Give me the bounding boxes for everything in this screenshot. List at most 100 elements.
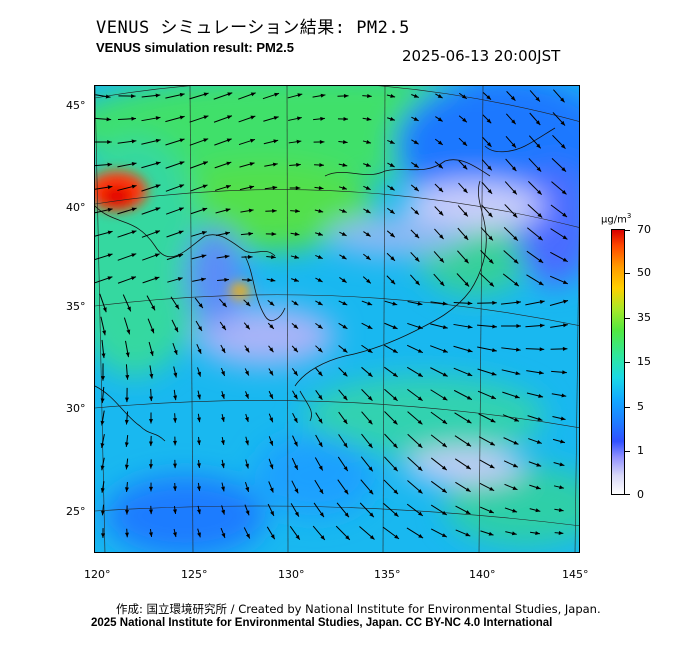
- wind-arrow-head: [124, 532, 129, 538]
- wind-arrow-head: [487, 189, 493, 194]
- wind-arrow-head: [317, 301, 323, 306]
- wind-arrow-head: [150, 328, 155, 334]
- wind-arrow-head: [295, 534, 300, 540]
- wind-arrow-head: [491, 395, 496, 399]
- wind-arrow-head: [365, 209, 371, 214]
- wind-arrow-head: [102, 330, 107, 336]
- wind-arrow-head: [173, 418, 178, 423]
- wind-arrow-head: [367, 324, 373, 329]
- wind-arrow-head: [367, 395, 373, 401]
- credit-line: 作成: 国立環境研究所 / Created by National Instit…: [116, 602, 601, 616]
- wind-arrow-head: [274, 92, 280, 97]
- wind-arrow-head: [342, 348, 348, 353]
- wind-arrow-head: [413, 140, 419, 145]
- wind-arrow-head: [537, 417, 543, 421]
- wind-arrow-head: [124, 442, 129, 447]
- wind-arrow-head: [461, 94, 467, 99]
- colorbar-tick-0: 0: [637, 488, 644, 501]
- wind-arrow-head: [220, 417, 225, 422]
- wind-arrow-head: [107, 230, 113, 235]
- wind-arrow-head: [270, 278, 276, 282]
- wind-arrow-head: [563, 299, 568, 304]
- wind-arrow-head: [343, 489, 349, 495]
- wind-arrow-head: [512, 463, 518, 468]
- wind-arrow-head: [319, 489, 324, 494]
- wind-arrow-head: [342, 371, 348, 377]
- wind-arrow-head: [197, 348, 202, 354]
- wind-arrow-head: [247, 278, 253, 283]
- wind-arrow-head: [392, 372, 398, 377]
- wind-arrow-head: [131, 184, 137, 189]
- wind-arrow-head: [100, 465, 105, 471]
- wind-arrow-head: [462, 188, 468, 193]
- wind-arrow-head: [107, 207, 113, 212]
- wind-arrow-head: [244, 370, 249, 376]
- wind-arrow-head: [516, 300, 521, 305]
- wind-arrow-head: [535, 508, 541, 513]
- wind-arrow-head: [389, 186, 395, 191]
- wind-arrow-head: [148, 419, 153, 424]
- wind-arrow-head: [536, 143, 541, 149]
- wind-arrow-head: [224, 277, 229, 282]
- wind-arrow-head: [172, 509, 177, 514]
- wind-arrow-head: [148, 532, 153, 537]
- wind-arrow-head: [294, 232, 300, 236]
- wind-arrow-head: [487, 212, 493, 218]
- wind-arrow-head: [154, 253, 160, 258]
- wind-arrow-head: [270, 511, 274, 516]
- wind-arrow-head: [245, 487, 250, 492]
- wind-arrow-head: [202, 207, 208, 212]
- wind-arrow-head: [417, 396, 423, 401]
- wind-arrow-head: [100, 487, 105, 493]
- wind-arrow-head: [269, 417, 273, 423]
- wind-arrow-head: [414, 186, 419, 192]
- lat-label-40: 40°: [66, 201, 86, 214]
- wind-arrow-head: [221, 486, 225, 492]
- wind-arrow-head: [178, 253, 184, 258]
- wind-arrow-head: [562, 257, 568, 262]
- wind-arrow-head: [245, 440, 249, 446]
- wind-arrow-head: [148, 441, 153, 447]
- wind-arrow-head: [417, 348, 423, 353]
- wind-arrow-head: [319, 139, 325, 144]
- wind-arrow-head: [179, 161, 185, 166]
- wind-arrow-head: [462, 117, 467, 123]
- wind-arrow-head: [178, 230, 184, 235]
- wind-arrow-head: [392, 325, 398, 329]
- wind-arrow-head: [368, 489, 374, 495]
- wind-arrow-head: [296, 139, 302, 144]
- wind-arrow-head: [149, 486, 154, 492]
- wind-arrow-head: [389, 116, 395, 121]
- wind-arrow-head: [131, 162, 137, 166]
- wind-arrow-head: [510, 95, 516, 101]
- wind-arrow-head: [107, 162, 113, 167]
- wind-arrow-head: [269, 393, 273, 399]
- wind-arrow-head: [221, 532, 226, 538]
- map-title-japanese: VENUS シミュレーション結果: PM2.5: [96, 18, 410, 38]
- wind-arrow-head: [131, 276, 136, 281]
- wind-arrow-head: [489, 464, 495, 469]
- wind-arrow-head: [417, 325, 423, 330]
- wind-arrow-head: [488, 531, 494, 536]
- wind-arrow-head: [155, 93, 161, 98]
- wind-arrow-head: [179, 115, 185, 120]
- wind-arrow-head: [365, 185, 371, 190]
- wind-arrow-head: [101, 353, 106, 359]
- wind-arrow-head: [538, 370, 544, 375]
- pm25-map-canvas: [95, 86, 579, 552]
- wind-arrow-head: [417, 443, 423, 448]
- wind-arrow-head: [438, 163, 443, 169]
- wind-arrow-head: [296, 162, 301, 167]
- wind-arrow-head: [155, 230, 161, 235]
- wind-arrow-head: [248, 231, 254, 236]
- wind-arrow-head: [250, 138, 255, 143]
- wind-arrow-head: [273, 116, 279, 120]
- wind-arrow-head: [342, 395, 348, 401]
- wind-arrow-head: [441, 488, 447, 493]
- wind-arrow-head: [442, 301, 448, 306]
- wind-arrow-head: [535, 120, 541, 126]
- wind-arrow-head: [562, 346, 568, 351]
- wind-arrow-head: [317, 324, 323, 329]
- wind-arrow-head: [226, 138, 232, 143]
- wind-arrow-head: [269, 464, 274, 470]
